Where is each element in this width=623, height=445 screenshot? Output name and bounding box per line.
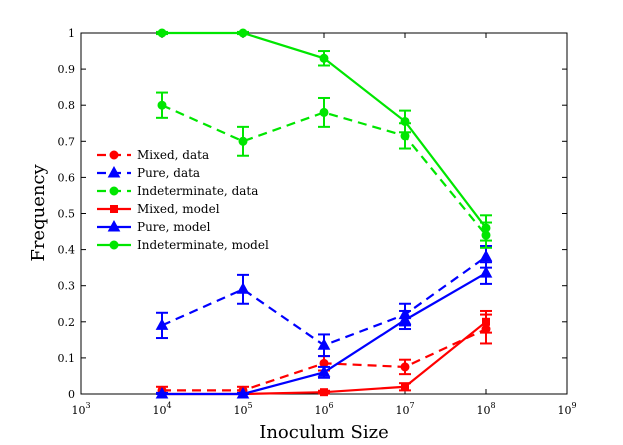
y-tick-label: 0.2 [58,316,76,329]
data-point [238,136,248,146]
y-tick-label: 0.5 [58,208,76,221]
legend-label: Mixed, model [137,202,220,216]
data-point [236,282,250,294]
data-point [317,365,331,377]
data-point [317,338,331,350]
data-point [481,223,491,233]
legend-marker [109,150,119,160]
data-point [155,386,169,399]
data-point [155,318,169,330]
y-tick-label: 0.3 [58,280,76,293]
x-tick-label: 103 [71,401,90,417]
series-pure-model [155,261,493,399]
y-tick-label: 0 [68,388,75,401]
y-tick-label: 0.7 [58,135,76,148]
data-point [157,28,167,38]
data-point [400,362,410,372]
legend-label: Pure, data [137,166,200,180]
data-point [398,312,412,325]
legend-marker [107,219,121,232]
y-tick-label: 0.1 [58,352,76,365]
data-point [320,388,328,397]
data-point [238,28,248,38]
data-point [157,100,167,110]
x-tick-label: 109 [557,401,576,417]
legend-marker [107,165,121,178]
y-axis-label: Frequency [28,163,49,261]
data-point [236,386,250,399]
data-point [319,107,329,117]
legend-label: Indeterminate, data [137,184,258,198]
legend-marker [109,240,119,250]
axis-ticks: 0 0.1 0.2 0.3 0.4 0.5 0.6 0.7 0.8 0.9 1 103 104 105 10… [58,27,577,417]
data-point [479,249,493,262]
data-point [401,382,409,391]
y-tick-label: 0.9 [58,63,76,76]
legend-marker [110,205,118,213]
y-tick-label: 0.6 [58,171,76,184]
x-tick-label: 104 [152,401,171,417]
legend-label: Indeterminate, model [137,238,269,252]
x-tick-label: 108 [476,401,495,417]
legend-marker [109,186,119,196]
x-tick-label: 105 [233,401,252,417]
legend-label: Mixed, data [137,148,209,162]
series-indeterminate-model [156,28,492,242]
data-point [482,317,490,326]
series-indeterminate-data [156,91,492,249]
y-tick-label: 0.4 [58,244,76,257]
data-point [319,53,329,63]
data-point [479,266,493,278]
x-tick-label: 106 [314,401,333,417]
x-tick-label: 107 [395,401,414,417]
x-axis-label: Inoculum Size [259,422,389,443]
series-line [161,104,487,236]
y-tick-label: 1 [68,27,75,40]
series-group [155,28,493,399]
y-tick-label: 0.8 [58,99,76,112]
data-point [400,116,410,126]
legend: Mixed, data Pure, data Indeterminate, data… [97,148,269,252]
legend-label: Pure, model [137,220,211,234]
